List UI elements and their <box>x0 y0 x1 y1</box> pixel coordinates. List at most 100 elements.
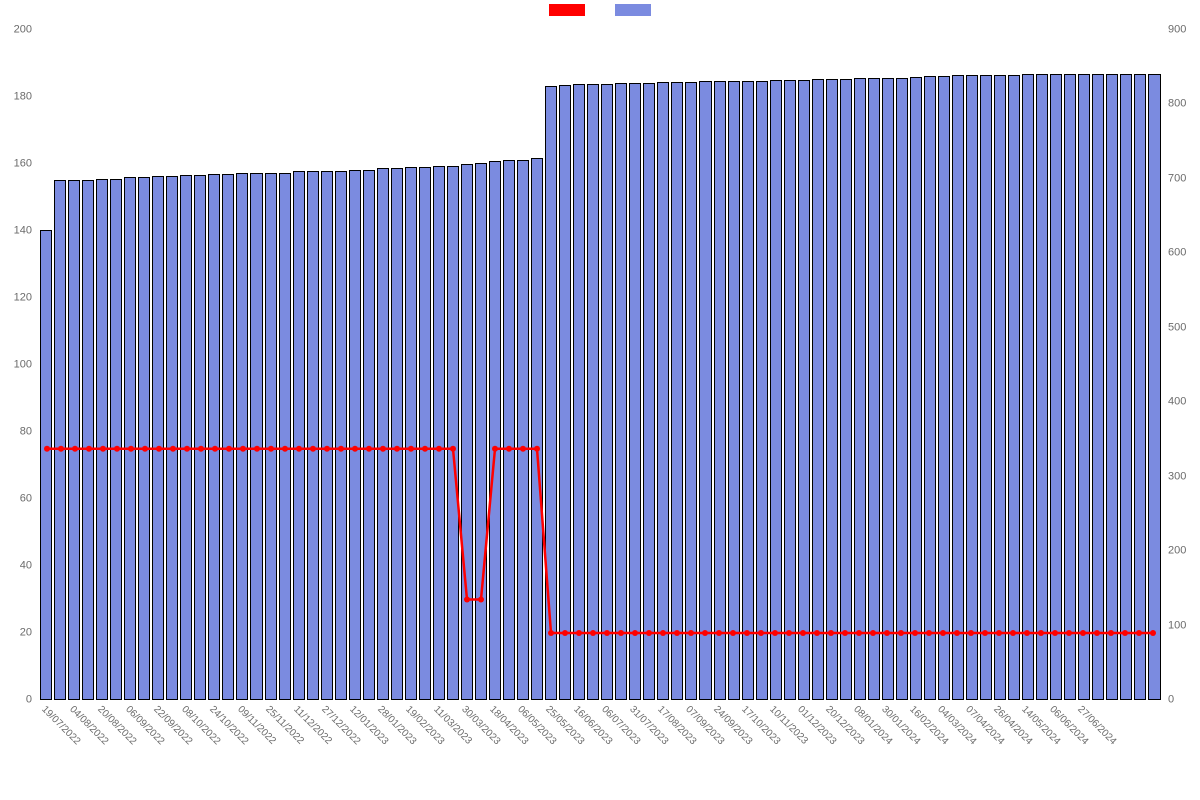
bar <box>489 161 501 700</box>
legend-item-1 <box>615 4 651 16</box>
bar <box>910 77 922 700</box>
legend-item-0 <box>549 4 585 16</box>
bar <box>587 84 599 700</box>
bar <box>854 78 866 700</box>
bar <box>728 81 740 700</box>
bar <box>784 80 796 700</box>
bar <box>573 84 585 700</box>
bar <box>1106 74 1118 700</box>
bar <box>868 78 880 700</box>
bar <box>265 173 277 700</box>
bar <box>96 179 108 700</box>
bar <box>475 163 487 700</box>
legend-swatch <box>615 4 651 16</box>
y-right-tick: 0 <box>1168 695 1200 706</box>
y-left-tick: 40 <box>0 561 32 572</box>
bar <box>391 168 403 700</box>
bar <box>419 167 431 700</box>
bar <box>952 75 964 700</box>
bar <box>615 83 627 700</box>
bar <box>657 82 669 700</box>
y-right-tick: 900 <box>1168 25 1200 36</box>
bar <box>1078 74 1090 700</box>
y-axis-right: 0100200300400500600700800900 <box>1164 30 1200 700</box>
y-left-tick: 0 <box>0 695 32 706</box>
bar <box>685 82 697 700</box>
bar <box>896 78 908 700</box>
y-right-tick: 100 <box>1168 620 1200 631</box>
plot-area <box>40 30 1160 700</box>
bar <box>545 86 557 700</box>
bar <box>124 177 136 700</box>
bar <box>152 176 164 700</box>
bar <box>980 75 992 700</box>
bar <box>601 84 613 700</box>
bar <box>180 175 192 700</box>
bar <box>1008 75 1020 700</box>
bar <box>1148 74 1160 700</box>
y-right-tick: 300 <box>1168 471 1200 482</box>
y-left-tick: 160 <box>0 159 32 170</box>
y-left-tick: 60 <box>0 494 32 505</box>
bar <box>742 81 754 700</box>
y-right-tick: 200 <box>1168 546 1200 557</box>
legend-swatch <box>549 4 585 16</box>
bar <box>405 167 417 700</box>
bar <box>882 78 894 700</box>
bar <box>826 79 838 700</box>
bar <box>68 180 80 700</box>
bar <box>517 160 529 700</box>
bar <box>531 158 543 700</box>
bar <box>938 76 950 700</box>
bar <box>349 170 361 700</box>
bar <box>433 166 445 701</box>
y-right-tick: 400 <box>1168 397 1200 408</box>
bar <box>770 80 782 700</box>
bar <box>924 76 936 700</box>
bar <box>363 170 375 700</box>
bar <box>812 79 824 700</box>
bar <box>1022 74 1034 700</box>
y-right-tick: 500 <box>1168 322 1200 333</box>
bar <box>1050 74 1062 700</box>
bar <box>222 174 234 700</box>
x-axis: 19/07/202204/08/202220/08/202206/09/2022… <box>40 700 1160 780</box>
y-left-tick: 140 <box>0 226 32 237</box>
bar <box>966 75 978 700</box>
bar <box>110 179 122 700</box>
y-right-tick: 800 <box>1168 99 1200 110</box>
bar <box>335 171 347 700</box>
y-right-tick: 700 <box>1168 173 1200 184</box>
y-left-tick: 20 <box>0 628 32 639</box>
bar <box>40 230 52 700</box>
bar <box>840 79 852 700</box>
bar <box>279 173 291 700</box>
bar <box>1064 74 1076 700</box>
bar <box>138 177 150 700</box>
bar <box>503 160 515 700</box>
bar <box>629 83 641 700</box>
bar <box>1134 74 1146 700</box>
bar <box>321 171 333 700</box>
bar <box>447 166 459 701</box>
bar <box>714 81 726 700</box>
bar <box>377 168 389 700</box>
bar <box>82 180 94 700</box>
chart-container: 020406080100120140160180200 010020030040… <box>0 0 1200 800</box>
bar <box>236 173 248 700</box>
bar <box>994 75 1006 700</box>
y-left-tick: 80 <box>0 427 32 438</box>
bar <box>307 171 319 700</box>
y-left-tick: 180 <box>0 92 32 103</box>
bar <box>461 164 473 700</box>
bar <box>208 174 220 700</box>
bars-group <box>40 30 1160 700</box>
bar <box>671 82 683 700</box>
bar <box>194 175 206 700</box>
y-left-tick: 100 <box>0 360 32 371</box>
bar <box>643 83 655 700</box>
y-right-tick: 600 <box>1168 248 1200 259</box>
bar <box>798 80 810 700</box>
bar <box>1120 74 1132 700</box>
legend <box>0 4 1200 16</box>
